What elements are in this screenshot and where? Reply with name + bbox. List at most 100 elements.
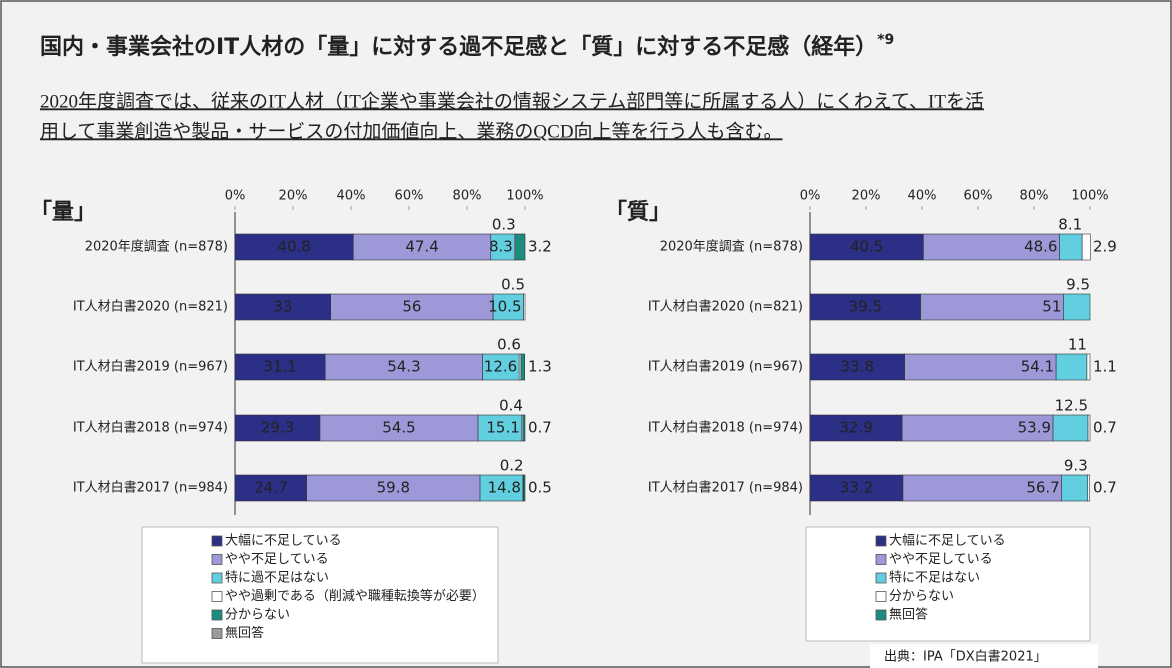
x-tick-label: 0% bbox=[800, 189, 821, 204]
category-label: IT人材白書2018 (n=974) bbox=[648, 420, 803, 436]
value-label: 32.9 bbox=[839, 419, 872, 437]
value-label: 1.3 bbox=[528, 358, 552, 376]
bar-segment bbox=[353, 233, 492, 261]
legend-swatch bbox=[211, 591, 223, 602]
value-label: 12.6 bbox=[484, 358, 517, 376]
legend-label: やや不足している bbox=[225, 552, 329, 567]
value-label: 56 bbox=[402, 298, 421, 316]
bar-segment bbox=[523, 474, 526, 502]
value-label: 0.5 bbox=[528, 479, 552, 497]
value-label: 8.3 bbox=[489, 238, 513, 256]
bar-segment bbox=[902, 474, 1063, 502]
legend-box bbox=[141, 526, 499, 664]
source: 出典：IPA「DX白書2021」 bbox=[884, 649, 1047, 665]
x-tick-label: 60% bbox=[964, 189, 993, 204]
legend-swatch bbox=[211, 535, 223, 547]
x-tick-label: 40% bbox=[337, 189, 366, 204]
category-label: 2020年度調査 (n=878) bbox=[85, 239, 228, 255]
bar-segment bbox=[809, 233, 924, 261]
legend-swatch bbox=[211, 609, 223, 621]
value-label: 40.8 bbox=[277, 238, 310, 256]
value-label: 8.1 bbox=[1058, 216, 1082, 234]
bar-segment bbox=[1087, 414, 1091, 442]
category-label: IT人材白書2019 (n=967) bbox=[648, 359, 803, 375]
legend-swatch bbox=[875, 609, 887, 621]
legend-label: 特に過不足はない bbox=[225, 571, 329, 586]
legend-label: 大幅に不足している bbox=[889, 534, 1006, 549]
legend-label: 分からない bbox=[889, 589, 954, 604]
value-label: 48.6 bbox=[1024, 238, 1057, 256]
value-label: 15.1 bbox=[486, 419, 519, 437]
legend-box bbox=[805, 526, 1091, 642]
value-label: 31.1 bbox=[263, 358, 296, 376]
value-label: 0.7 bbox=[528, 419, 552, 437]
value-label: 11 bbox=[1068, 336, 1087, 354]
bar-segment bbox=[1063, 293, 1091, 321]
bar-segment bbox=[923, 233, 1060, 261]
bar-segment bbox=[482, 353, 520, 381]
value-label: 54.3 bbox=[387, 358, 420, 376]
bar-segment bbox=[1086, 353, 1091, 381]
bar-segment bbox=[234, 353, 326, 381]
value-label: 0.4 bbox=[499, 397, 523, 415]
value-label: 14.8 bbox=[488, 479, 521, 497]
slide-title: 国内・事業会社のIT人材の「量」に対する過不足感と「質」に対する不足感（経年）*… bbox=[40, 32, 894, 60]
bar-segment bbox=[522, 414, 526, 442]
value-label: 3.2 bbox=[528, 238, 552, 256]
source-box bbox=[870, 644, 1098, 668]
legend-swatch bbox=[211, 628, 223, 639]
value-label: 53.9 bbox=[1018, 419, 1051, 437]
bar-segment bbox=[490, 233, 516, 261]
title-text: 国内・事業会社のIT人材の「量」に対する過不足感と「質」に対する不足感（経年） bbox=[40, 34, 877, 60]
bar-segment bbox=[492, 293, 524, 321]
bar-segment bbox=[234, 233, 354, 261]
value-label: 33 bbox=[273, 298, 292, 316]
x-tick-label: 20% bbox=[279, 189, 308, 204]
x-tick-label: 0% bbox=[225, 189, 246, 204]
bar-segment bbox=[901, 414, 1054, 442]
value-label: 10.5 bbox=[488, 298, 521, 316]
value-label: 33.2 bbox=[840, 479, 873, 497]
bar-segment bbox=[330, 293, 494, 321]
category-label: 2020年度調査 (n=878) bbox=[660, 239, 803, 255]
subtitle-line: 2020年度調査では、従来のIT人材（IT企業や事業会社の情報システム部門等に所… bbox=[40, 90, 984, 112]
x-tick-label: 100% bbox=[506, 189, 543, 204]
legend-label: 無回答 bbox=[889, 607, 928, 623]
legend-label: 分からない bbox=[225, 608, 290, 623]
x-tick-label: 40% bbox=[908, 189, 937, 204]
value-label: 51 bbox=[1042, 298, 1061, 316]
x-tick-label: 60% bbox=[395, 189, 424, 204]
legend-swatch bbox=[875, 591, 887, 602]
value-label: 9.3 bbox=[1064, 457, 1088, 475]
bar-segment bbox=[520, 353, 526, 381]
value-label: 0.7 bbox=[1093, 419, 1117, 437]
legend-swatch bbox=[875, 572, 887, 584]
value-label: 1.1 bbox=[1093, 358, 1117, 376]
value-label: 24.7 bbox=[254, 479, 287, 497]
bar-segment bbox=[1052, 414, 1089, 442]
x-tick-label: 80% bbox=[453, 189, 482, 204]
bar-segment bbox=[920, 293, 1064, 321]
value-label: 0.5 bbox=[501, 276, 525, 294]
category-label: IT人材白書2019 (n=967) bbox=[73, 359, 228, 375]
bar-segment bbox=[234, 293, 331, 321]
category-label: IT人材白書2018 (n=974) bbox=[73, 420, 228, 436]
legend-label: やや過剰である（削減や職種転換等が必要） bbox=[225, 588, 485, 604]
value-label: 33.8 bbox=[841, 358, 874, 376]
category-label: IT人材白書2017 (n=984) bbox=[648, 480, 803, 496]
legend-swatch bbox=[875, 535, 887, 547]
value-label: 12.5 bbox=[1055, 397, 1088, 415]
title-note: *9 bbox=[877, 32, 894, 48]
legend-label: 無回答 bbox=[225, 625, 264, 641]
legend-label: 大幅に不足している bbox=[225, 534, 342, 549]
value-label: 0.7 bbox=[1093, 479, 1117, 497]
value-label: 54.1 bbox=[1021, 358, 1054, 376]
legend-swatch bbox=[875, 554, 887, 565]
bar-segment bbox=[1055, 353, 1088, 381]
category-label: IT人材白書2020 (n=821) bbox=[73, 299, 228, 315]
value-label: 2.9 bbox=[1093, 238, 1117, 256]
x-tick-label: 20% bbox=[852, 189, 881, 204]
value-label: 0.6 bbox=[497, 336, 521, 354]
bar-segment bbox=[1061, 474, 1089, 502]
legend-label: やや不足している bbox=[889, 552, 993, 567]
